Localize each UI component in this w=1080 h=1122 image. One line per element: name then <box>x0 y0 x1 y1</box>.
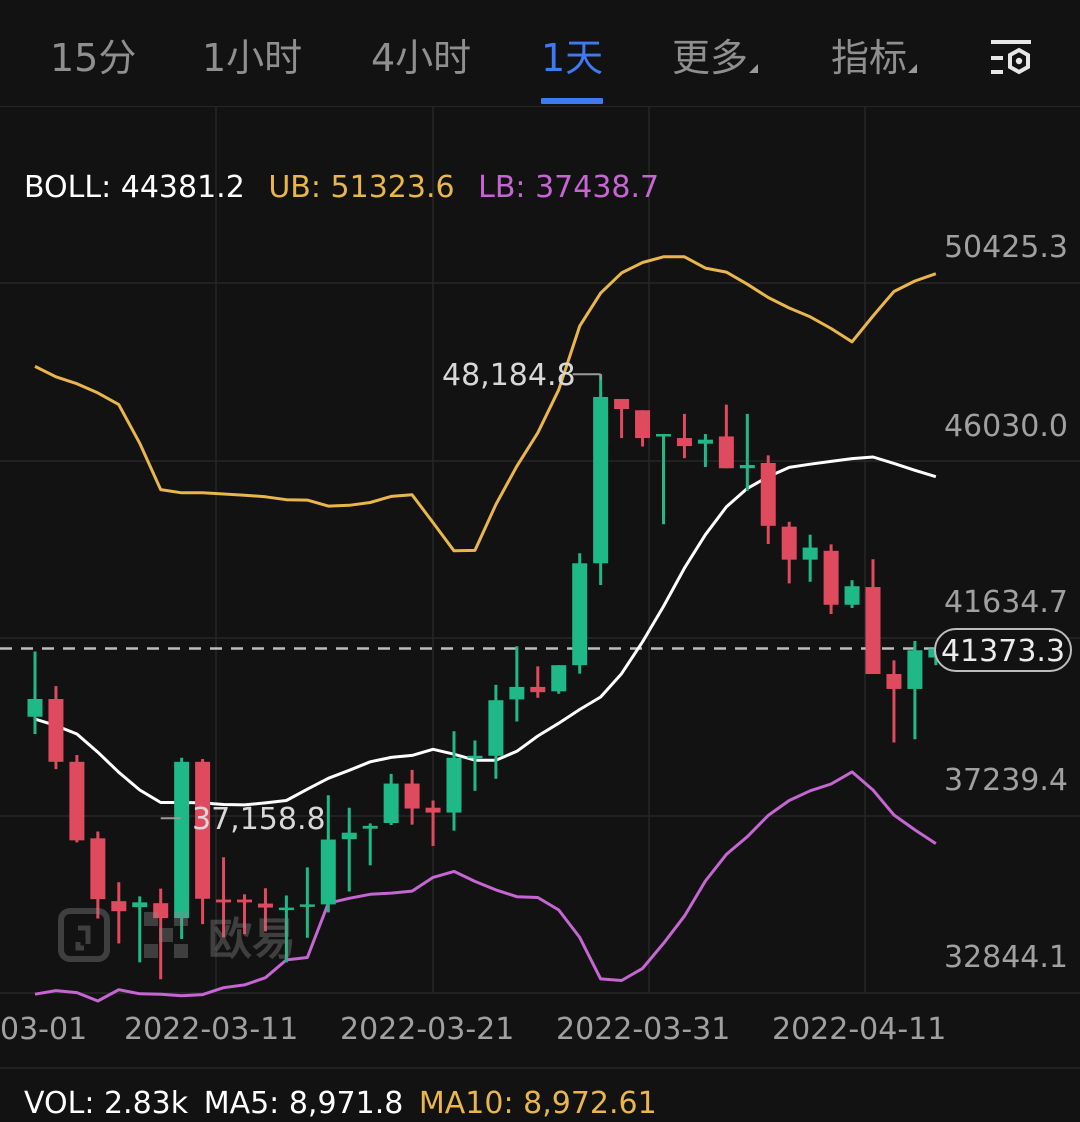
tab-label: 4小时 <box>371 36 472 80</box>
price-axis-label: 37239.4 <box>943 763 1068 798</box>
chart-settings-icon <box>991 40 1031 75</box>
current-price-tag[interactable]: 41373.3 <box>934 628 1072 672</box>
vol-value: VOL: 2.83k <box>24 1086 189 1121</box>
tab-more[interactable]: 更多 <box>672 30 759 86</box>
price-axis-label: 32844.1 <box>943 940 1068 975</box>
tab-label: 15分 <box>50 36 137 80</box>
dropdown-triangle-icon <box>749 64 759 73</box>
tab-label: 1小时 <box>202 36 303 80</box>
tab-label: 更多 <box>672 36 749 80</box>
date-axis-label: 2022-03-11 <box>124 1012 299 1047</box>
dropdown-triangle-icon <box>908 64 918 73</box>
tab-label: 指标 <box>831 36 908 80</box>
date-axis-label: 03-01 <box>0 1012 88 1047</box>
price-axis-label: 50425.3 <box>943 230 1068 265</box>
tab-indicators[interactable]: 指标 <box>831 30 918 86</box>
tab-4hour[interactable]: 4小时 <box>371 30 471 86</box>
okx-logo-icon: 欧易 <box>58 908 296 965</box>
tab-15min[interactable]: 15分 <box>50 30 136 86</box>
low-price-marker: 37,158.8 <box>192 802 326 837</box>
tab-1day[interactable]: 1天 <box>541 30 604 104</box>
price-axis-label: 41634.7 <box>943 585 1068 620</box>
timeframe-tab-bar: 15分 1小时 4小时 1天 更多 指标 <box>0 0 1080 107</box>
ma5-value: MA5: 8,971.8 <box>203 1086 404 1121</box>
date-axis-label: 2022-03-21 <box>340 1012 515 1047</box>
date-axis-label: 2022-03-31 <box>556 1012 731 1047</box>
high-price-marker: 48,184.8 <box>442 358 576 393</box>
chart-settings-button[interactable] <box>988 38 1034 78</box>
svg-text:欧易: 欧易 <box>208 914 296 964</box>
tab-1hour[interactable]: 1小时 <box>202 30 302 86</box>
volume-legend: VOL: 2.83k MA5: 8,971.8 MA10: 8,972.61 <box>24 1086 663 1122</box>
boll-ub-value: UB: 51323.6 <box>268 170 455 205</box>
price-axis-label: 46030.0 <box>943 409 1068 444</box>
active-tab-underline <box>541 98 604 104</box>
okx-watermark: 欧易 <box>58 908 308 965</box>
date-axis-label: 2022-04-11 <box>772 1012 947 1047</box>
ma10-value: MA10: 8,972.61 <box>418 1086 657 1121</box>
boll-value: BOLL: 44381.2 <box>24 170 245 205</box>
boll-lb-value: LB: 37438.7 <box>478 170 660 205</box>
boll-legend: BOLL: 44381.2 UB: 51323.6 LB: 37438.7 <box>24 168 673 208</box>
tab-label: 1天 <box>541 36 604 80</box>
